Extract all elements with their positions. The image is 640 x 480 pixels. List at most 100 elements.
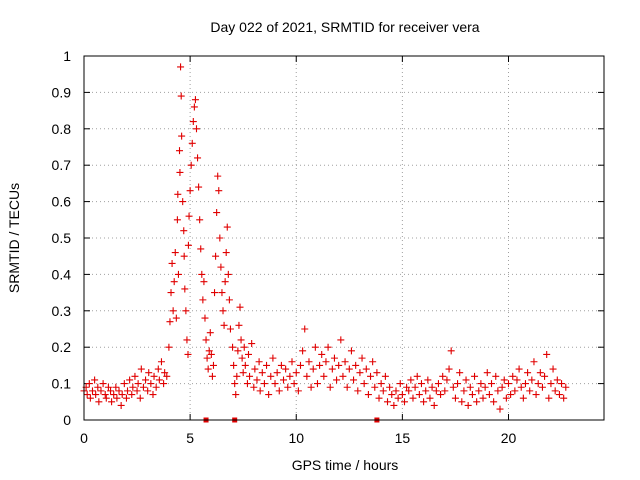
data-point — [415, 391, 423, 399]
data-point — [197, 245, 205, 253]
data-point — [320, 372, 328, 380]
data-point — [92, 391, 100, 399]
data-point — [185, 212, 193, 220]
data-point — [142, 376, 150, 384]
x-tick-label: 10 — [288, 430, 304, 446]
data-point — [190, 103, 198, 111]
data-point — [134, 380, 142, 388]
data-point — [155, 376, 163, 384]
data-point — [131, 372, 139, 380]
data-point — [137, 365, 145, 373]
x-tick-label: 20 — [501, 430, 517, 446]
y-tick-label: 0.5 — [52, 230, 72, 246]
data-point — [398, 391, 406, 399]
data-point — [299, 347, 307, 355]
data-point — [186, 187, 194, 195]
data-point — [145, 369, 153, 377]
data-point — [322, 358, 330, 366]
data-point — [530, 358, 538, 366]
data-point — [238, 354, 246, 362]
data-point — [133, 387, 141, 395]
y-tick-label: 1 — [63, 48, 71, 64]
data-point — [88, 387, 96, 395]
data-point — [292, 369, 300, 377]
data-point — [375, 394, 383, 402]
data-point — [267, 372, 275, 380]
data-point — [515, 365, 523, 373]
data-point — [417, 380, 425, 388]
data-point — [547, 380, 555, 388]
data-point — [147, 380, 155, 388]
data-point — [232, 391, 240, 399]
data-point — [358, 354, 366, 362]
data-point — [400, 398, 408, 406]
data-point — [196, 216, 204, 224]
data-point — [386, 383, 394, 391]
data-point — [526, 387, 534, 395]
data-point — [212, 252, 220, 260]
data-point — [479, 394, 487, 402]
data-point — [488, 380, 496, 388]
data-point — [167, 289, 175, 297]
y-tick-label: 0.1 — [52, 376, 72, 392]
data-point — [184, 350, 192, 358]
data-point — [253, 376, 261, 384]
data-point — [538, 383, 546, 391]
data-point — [284, 383, 292, 391]
data-point — [362, 365, 370, 373]
data-point — [83, 391, 91, 399]
data-point — [407, 376, 415, 384]
data-point — [215, 187, 223, 195]
data-point — [343, 383, 351, 391]
x-tick-label: 0 — [80, 430, 88, 446]
data-point — [255, 358, 263, 366]
axis-ticks: 00.10.20.30.40.50.60.70.80.910 5 10 15 20 — [52, 48, 604, 446]
data-point — [136, 394, 144, 402]
y-axis-label: SRMTID / TECUs — [6, 183, 22, 293]
data-point — [390, 401, 398, 409]
data-point — [290, 380, 298, 388]
data-point — [309, 365, 317, 373]
data-point — [466, 383, 474, 391]
y-tick-label: 0.8 — [52, 121, 72, 137]
data-point — [413, 372, 421, 380]
data-point — [496, 405, 504, 413]
data-point — [219, 307, 227, 315]
plot-frame — [83, 55, 605, 421]
data-point — [347, 347, 355, 355]
data-point — [246, 372, 254, 380]
data-point — [485, 391, 493, 399]
data-point — [95, 398, 103, 406]
data-point — [422, 387, 430, 395]
data-point — [174, 270, 182, 278]
data-point — [301, 325, 309, 333]
data-point — [124, 387, 132, 395]
data-point — [405, 387, 413, 395]
data-point — [560, 394, 568, 402]
data-point — [360, 380, 368, 388]
data-point — [258, 369, 266, 377]
data-point — [150, 372, 158, 380]
data-point — [517, 383, 525, 391]
data-point — [220, 321, 228, 329]
data-point — [207, 350, 215, 358]
data-point — [273, 369, 281, 377]
data-point — [110, 391, 118, 399]
data-point — [165, 343, 173, 351]
data-point — [226, 325, 234, 333]
data-point — [85, 380, 93, 388]
data-point — [101, 391, 109, 399]
data-point — [168, 259, 176, 267]
data-point — [282, 365, 290, 373]
data-point — [195, 183, 203, 191]
data-point — [198, 270, 206, 278]
data-point — [364, 391, 372, 399]
data-point — [250, 383, 258, 391]
data-point — [451, 394, 459, 402]
data-point — [280, 376, 288, 384]
data-point — [248, 340, 256, 348]
data-point — [277, 361, 285, 369]
data-point — [335, 361, 343, 369]
data-point — [107, 387, 115, 395]
data-point — [562, 383, 570, 391]
